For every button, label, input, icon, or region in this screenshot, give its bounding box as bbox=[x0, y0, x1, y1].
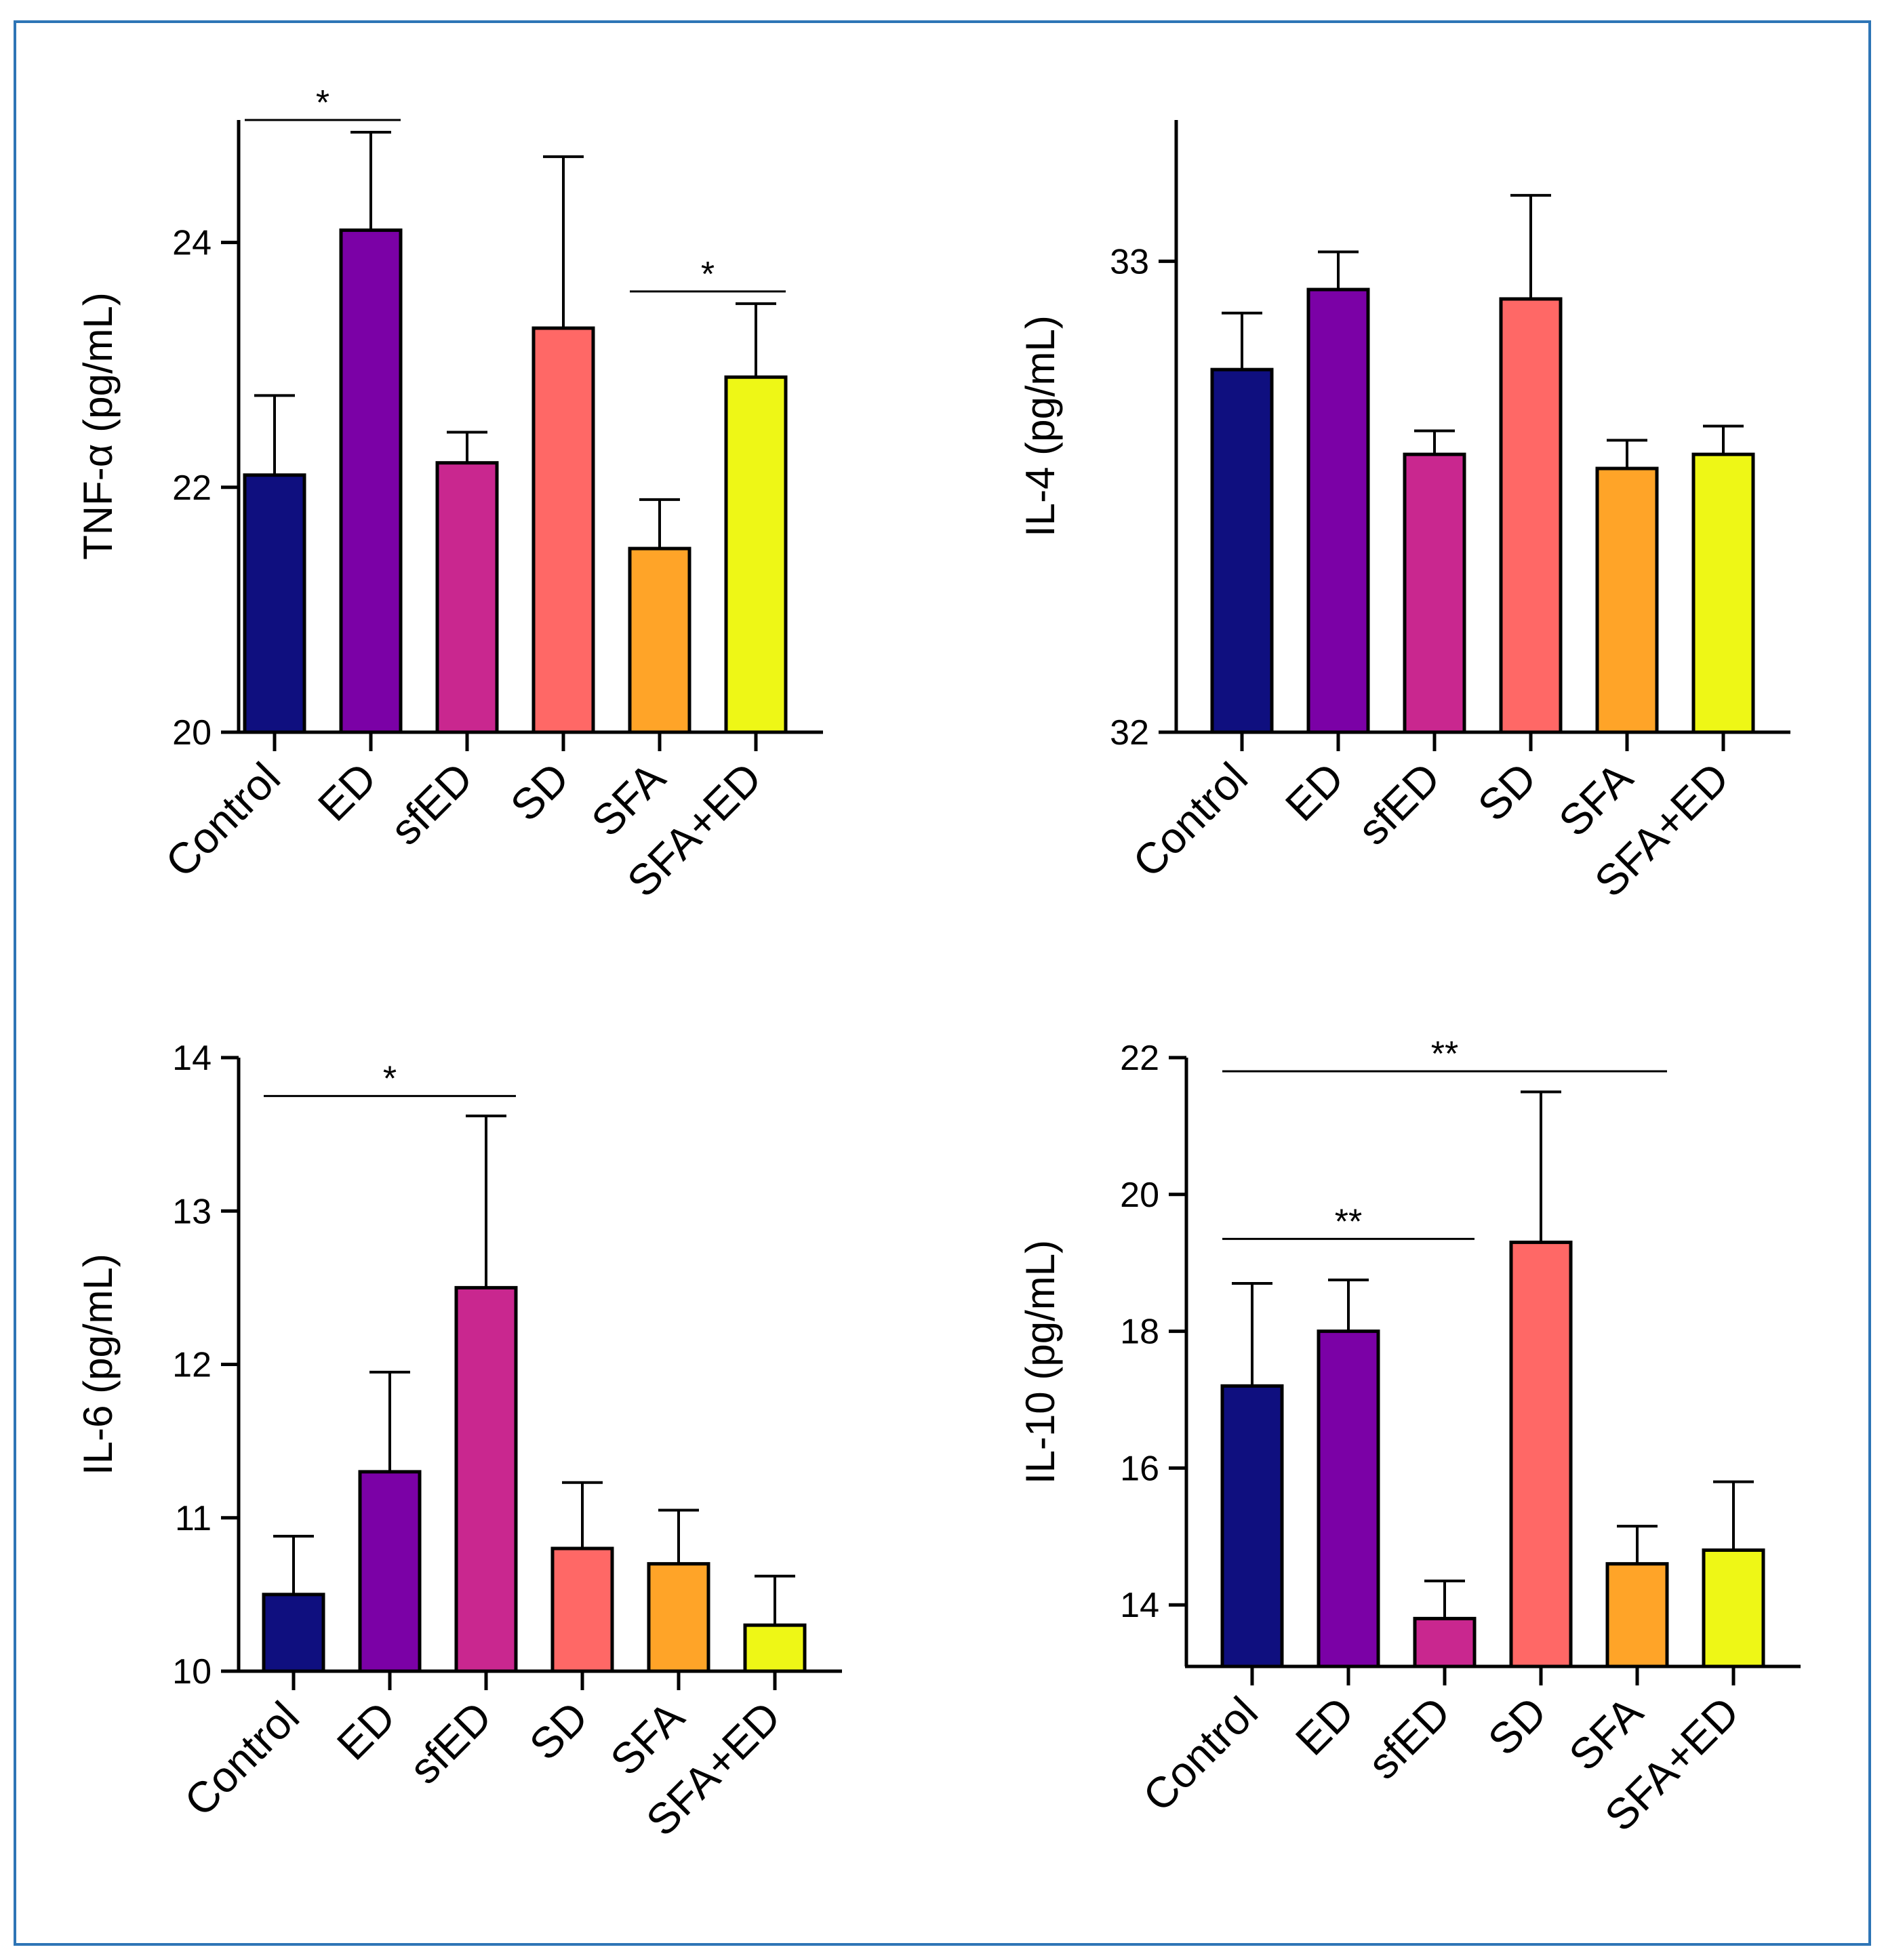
x-tick-label: sfED bbox=[1348, 753, 1449, 854]
y-axis-label: IL-10 (pg/mL) bbox=[1018, 1240, 1063, 1484]
x-tick-label: Control bbox=[1133, 1687, 1267, 1821]
y-tick-label: 14 bbox=[172, 1039, 212, 1078]
x-tick-label: SD bbox=[1479, 1687, 1556, 1765]
y-tick-label: 20 bbox=[1120, 1176, 1159, 1215]
x-tick-label: ED bbox=[308, 753, 386, 831]
y-tick-label: 13 bbox=[172, 1192, 212, 1231]
x-tick-label: ED bbox=[1286, 1687, 1363, 1765]
bar-control bbox=[1210, 367, 1274, 734]
x-tick-label: ED bbox=[1276, 753, 1353, 831]
y-tick-label: 18 bbox=[1120, 1313, 1159, 1352]
bar-sd bbox=[531, 326, 595, 734]
x-tick-label: ED bbox=[327, 1692, 405, 1769]
x-tick-label: SD bbox=[1468, 753, 1546, 831]
y-axis-label: TNF-α (pg/mL) bbox=[75, 292, 121, 560]
bar-sfa-plus-ed bbox=[724, 375, 788, 734]
significance-label: * bbox=[383, 1060, 397, 1099]
y-tick-label: 11 bbox=[175, 1499, 212, 1538]
bar-ed bbox=[1317, 1329, 1380, 1668]
bar-sfed bbox=[454, 1285, 518, 1673]
y-tick-label: 10 bbox=[172, 1652, 212, 1692]
bar-control bbox=[1220, 1384, 1284, 1668]
x-tick-label: Control bbox=[1123, 753, 1257, 887]
bar-sfa-plus-ed bbox=[1702, 1548, 1765, 1668]
y-tick-label: 22 bbox=[172, 468, 212, 508]
y-tick-label: 16 bbox=[1120, 1449, 1159, 1488]
bar-sfa-plus-ed bbox=[1691, 452, 1755, 734]
bar-sfa bbox=[1605, 1562, 1669, 1668]
bar-sfed bbox=[435, 461, 499, 734]
x-tick-label: sfED bbox=[400, 1692, 501, 1793]
bar-sfed bbox=[1403, 452, 1466, 734]
y-tick-label: 20 bbox=[172, 713, 212, 753]
y-tick-label: 12 bbox=[172, 1346, 212, 1385]
bar-sfa bbox=[1595, 466, 1659, 734]
x-tick-label: SD bbox=[520, 1692, 597, 1769]
bar-sfa bbox=[628, 546, 691, 734]
bar-control bbox=[243, 473, 306, 734]
bar-sfa bbox=[647, 1562, 710, 1673]
bar-sd bbox=[1509, 1240, 1573, 1668]
significance-label: ** bbox=[1431, 1035, 1458, 1074]
y-tick-label: 33 bbox=[1110, 242, 1149, 281]
figure-frame bbox=[14, 20, 1871, 1946]
significance-label: ** bbox=[1335, 1202, 1362, 1241]
bar-ed bbox=[1306, 287, 1370, 734]
y-axis-label: IL-6 (pg/mL) bbox=[75, 1254, 121, 1475]
bar-control bbox=[262, 1593, 325, 1673]
y-tick-label: 24 bbox=[172, 224, 212, 263]
y-tick-label: 22 bbox=[1120, 1039, 1159, 1078]
bar-ed bbox=[339, 228, 403, 734]
x-tick-label: SD bbox=[501, 753, 578, 831]
bar-sd bbox=[1499, 297, 1563, 734]
bar-sfed bbox=[1413, 1616, 1477, 1668]
y-tick-label: 32 bbox=[1110, 713, 1149, 753]
significance-label: * bbox=[316, 83, 329, 123]
significance-label: * bbox=[701, 255, 715, 294]
x-tick-label: Control bbox=[156, 753, 289, 887]
y-tick-label: 14 bbox=[1120, 1586, 1159, 1625]
x-tick-label: sfED bbox=[1359, 1687, 1460, 1788]
bar-sd bbox=[550, 1546, 614, 1673]
x-tick-label: sfED bbox=[381, 753, 482, 854]
bar-sfa-plus-ed bbox=[743, 1623, 807, 1673]
bar-ed bbox=[358, 1470, 422, 1673]
x-tick-label: Control bbox=[175, 1692, 308, 1826]
y-axis-label: IL-4 (pg/mL) bbox=[1018, 315, 1063, 537]
